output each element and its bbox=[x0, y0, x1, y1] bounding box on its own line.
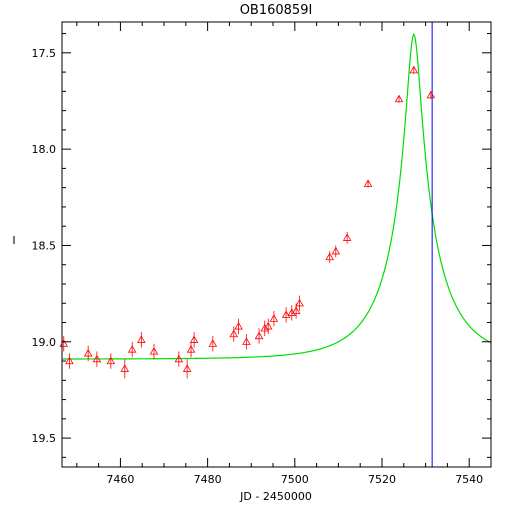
data-marker bbox=[342, 233, 352, 241]
data-marker bbox=[269, 314, 279, 322]
data-marker bbox=[83, 348, 93, 357]
data-point bbox=[263, 318, 273, 335]
data-marker bbox=[182, 364, 192, 372]
data-point bbox=[287, 305, 297, 321]
data-point bbox=[137, 332, 146, 348]
data-marker bbox=[208, 339, 218, 347]
data-point bbox=[186, 341, 196, 358]
y-axis: 17.5 18.0 18.5 19.0 19.5 bbox=[32, 33, 491, 458]
data-marker bbox=[263, 321, 273, 330]
y-tick-label: 19.5 bbox=[32, 432, 57, 445]
data-point bbox=[106, 353, 116, 369]
data-point bbox=[254, 328, 264, 344]
data-marker bbox=[189, 335, 199, 343]
model-curve bbox=[62, 32, 492, 360]
y-tick-label: 18.0 bbox=[32, 143, 57, 156]
data-point bbox=[189, 332, 199, 348]
data-marker bbox=[260, 323, 270, 332]
y-axis-label: I bbox=[12, 234, 15, 247]
x-axis: 7460 7480 7500 7520 7540 bbox=[76, 22, 492, 486]
y-tick-label: 18.5 bbox=[32, 239, 57, 252]
data-point bbox=[295, 295, 304, 311]
data-point bbox=[149, 343, 159, 360]
data-marker bbox=[137, 335, 146, 343]
data-point bbox=[331, 245, 341, 258]
data-marker bbox=[281, 310, 291, 318]
data-marker bbox=[234, 321, 243, 330]
plot-area bbox=[59, 22, 492, 467]
data-marker bbox=[120, 364, 130, 372]
x-tick-label: 7480 bbox=[194, 473, 222, 486]
data-marker bbox=[242, 337, 251, 345]
data-marker bbox=[295, 298, 304, 307]
data-marker bbox=[291, 306, 301, 315]
data-marker bbox=[254, 331, 264, 340]
data-marker bbox=[149, 347, 159, 355]
data-point bbox=[83, 345, 93, 362]
data-marker bbox=[106, 356, 116, 365]
data-marker bbox=[394, 94, 404, 103]
data-point bbox=[409, 65, 419, 75]
data-marker bbox=[92, 354, 102, 363]
data-marker bbox=[363, 179, 373, 187]
data-point bbox=[92, 351, 102, 367]
data-point bbox=[174, 351, 184, 367]
data-point bbox=[363, 179, 373, 188]
x-axis-label: JD - 2450000 bbox=[239, 490, 312, 503]
data-marker bbox=[127, 345, 137, 353]
chart-title: OB160859I bbox=[240, 3, 313, 18]
data-marker bbox=[186, 345, 196, 353]
data-point bbox=[242, 334, 251, 350]
data-marker bbox=[174, 354, 184, 363]
data-point bbox=[182, 359, 192, 379]
data-marker bbox=[409, 65, 419, 74]
data-marker bbox=[229, 329, 239, 338]
y-tick-label: 17.5 bbox=[32, 47, 57, 60]
data-point bbox=[269, 310, 279, 327]
data-point bbox=[59, 336, 69, 352]
data-point bbox=[234, 318, 243, 335]
data-point bbox=[325, 251, 334, 263]
x-tick-label: 7540 bbox=[455, 473, 483, 486]
data-point bbox=[426, 90, 436, 100]
x-tick-label: 7520 bbox=[368, 473, 396, 486]
data-marker bbox=[426, 90, 436, 99]
data-point bbox=[229, 326, 239, 342]
data-point bbox=[342, 231, 352, 244]
data-marker bbox=[331, 246, 341, 255]
data-marker bbox=[325, 252, 334, 261]
data-point bbox=[281, 307, 291, 323]
data-point bbox=[127, 341, 137, 358]
data-point bbox=[208, 336, 218, 352]
x-tick-label: 7460 bbox=[106, 473, 134, 486]
data-marker bbox=[65, 356, 74, 365]
data-point bbox=[120, 359, 130, 379]
y-tick-label: 19.0 bbox=[32, 336, 57, 349]
data-point bbox=[394, 94, 404, 103]
x-tick-label: 7500 bbox=[281, 473, 309, 486]
plot-frame bbox=[61, 21, 492, 468]
data-point bbox=[65, 353, 74, 369]
